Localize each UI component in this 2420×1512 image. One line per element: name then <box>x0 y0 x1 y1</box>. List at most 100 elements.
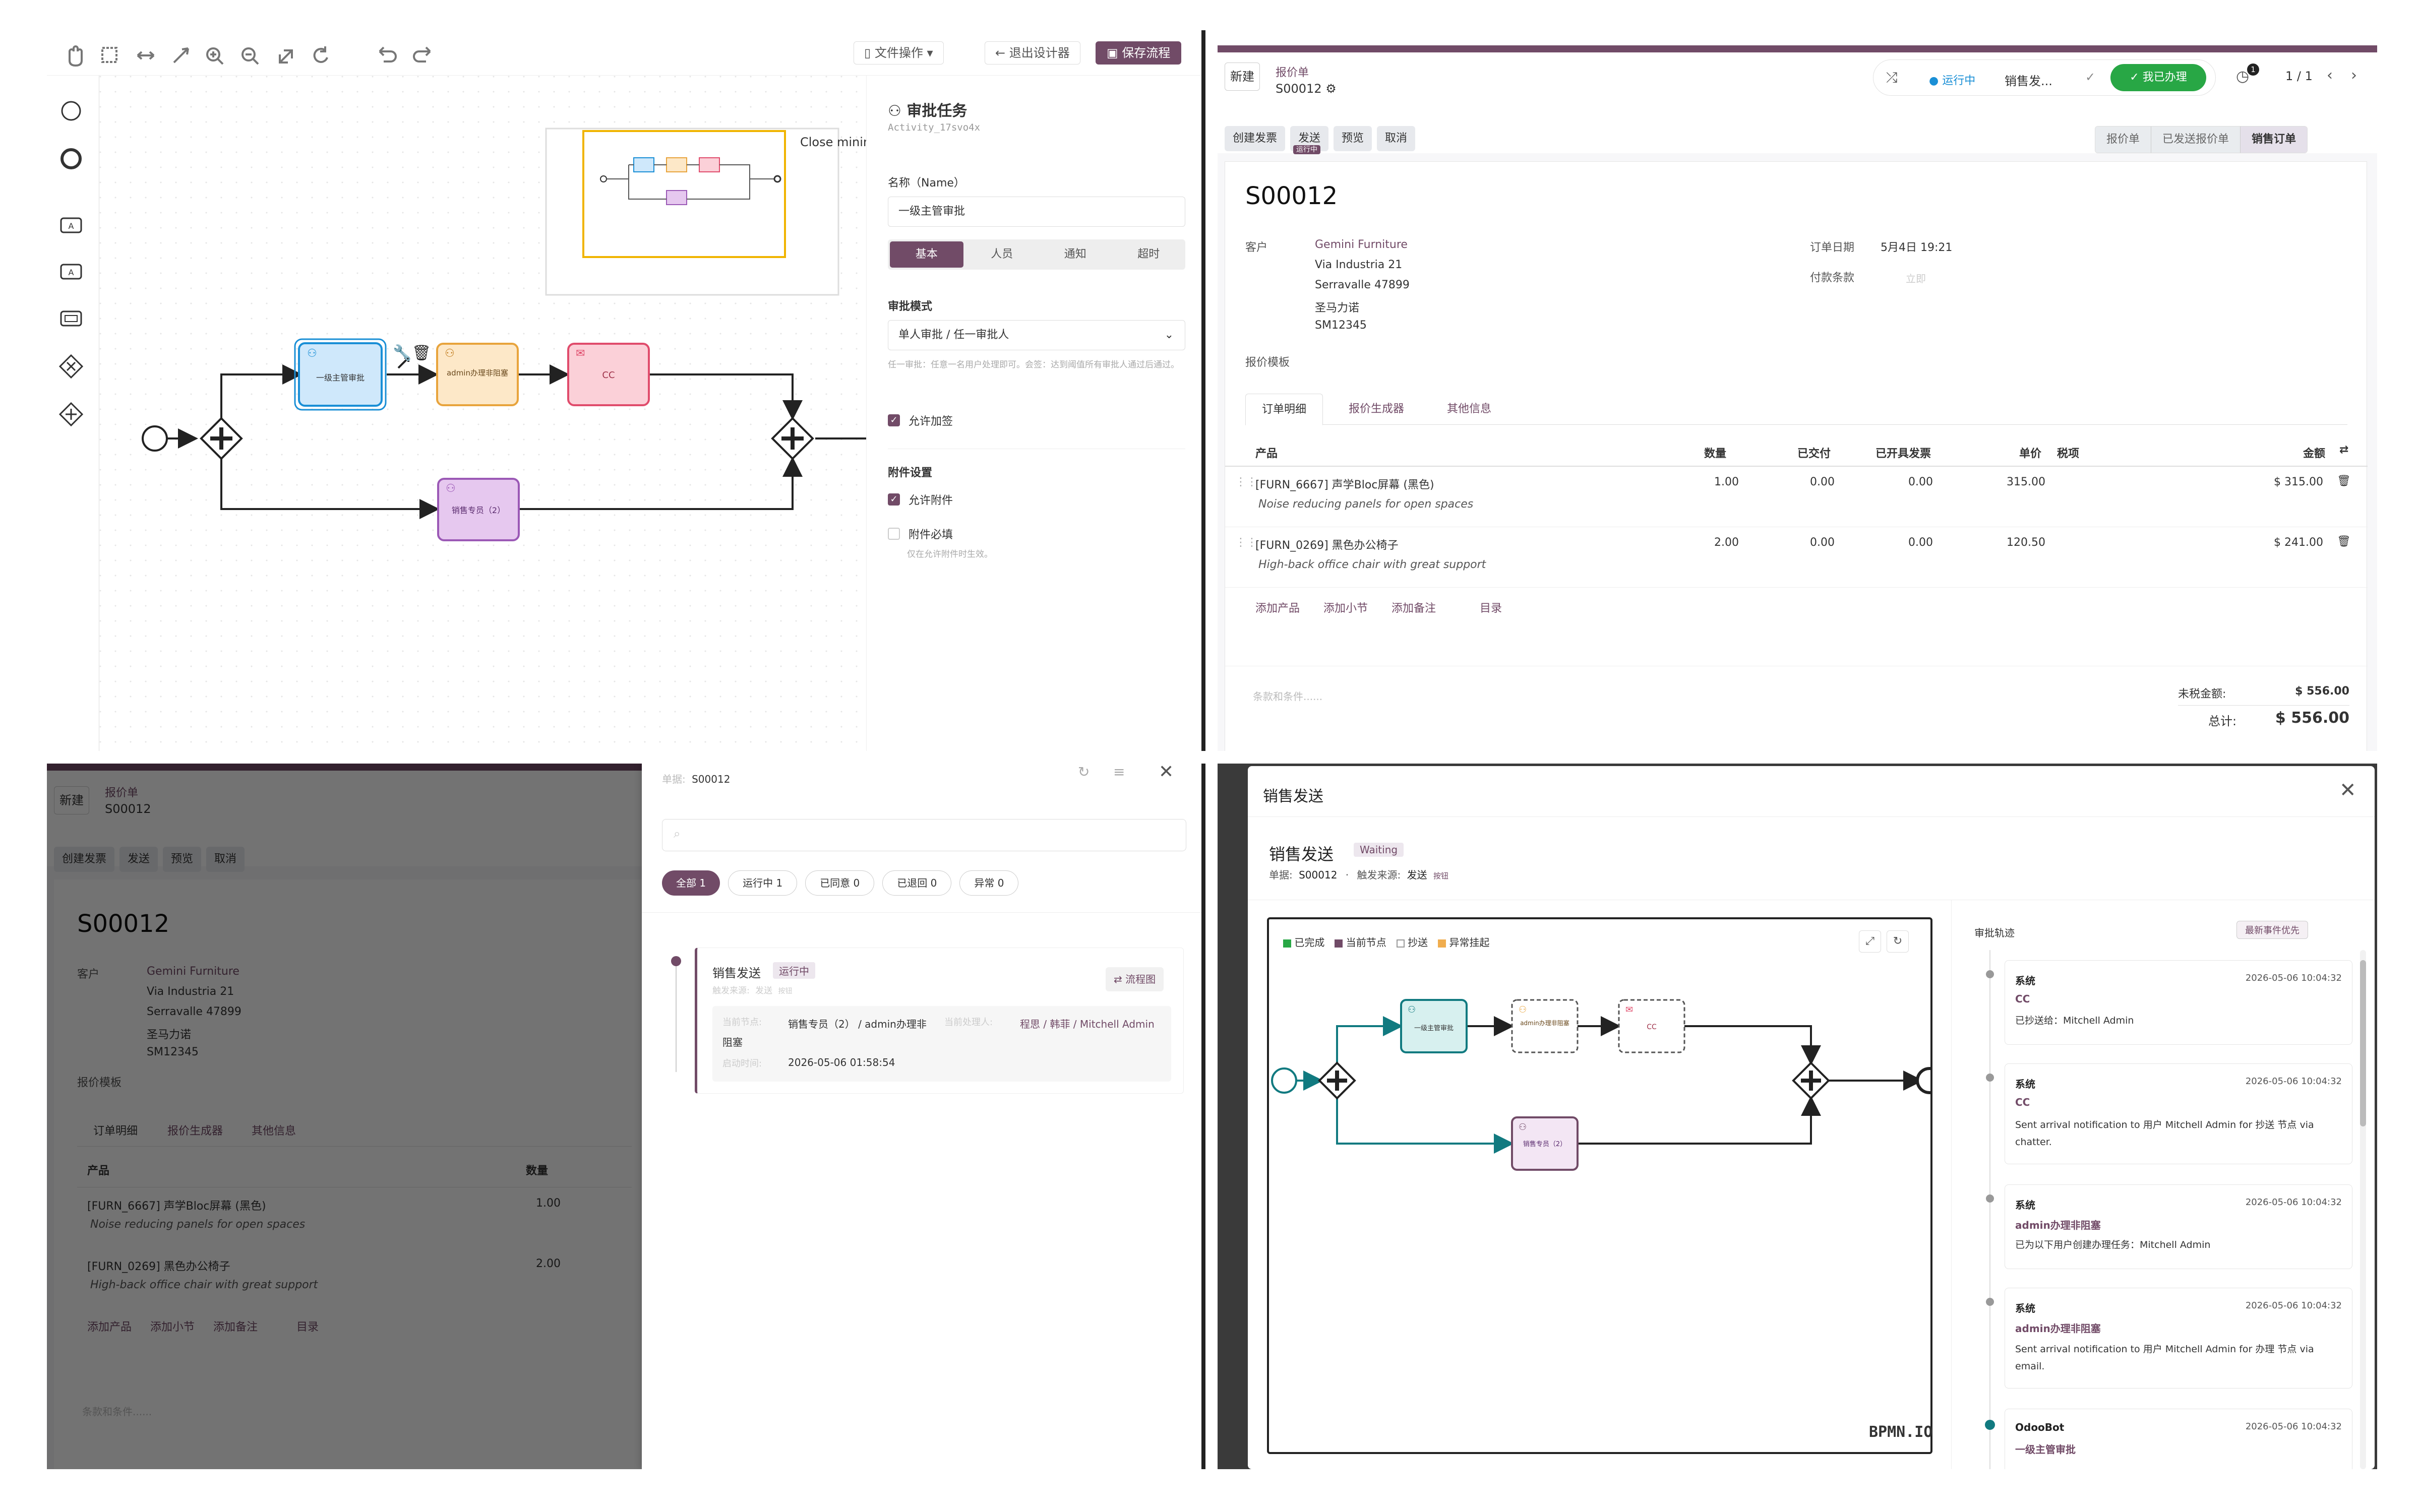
refresh-icon[interactable]: ↻ <box>1078 764 1090 780</box>
payment-value[interactable]: 立即 <box>1906 273 1926 285</box>
pager-next-button[interactable]: › <box>2351 67 2357 84</box>
cc-task-icon[interactable] <box>60 310 82 327</box>
reset-icon[interactable] <box>313 46 328 63</box>
task-approval[interactable]: ⚇ 一级主管审批 <box>294 338 387 411</box>
handled-button[interactable]: ✓ 我已办理 <box>2110 64 2206 91</box>
tab-basic[interactable]: 基本 <box>890 241 963 268</box>
start-event-icon[interactable] <box>61 101 81 121</box>
status-quotation-sent[interactable]: 已发送报价单 <box>2151 127 2241 153</box>
task-cc[interactable]: ✉ CC <box>567 343 650 406</box>
status-quotation[interactable]: 报价单 <box>2095 127 2151 153</box>
create-invoice-button[interactable]: 创建发票 <box>1225 126 1286 151</box>
save-process-button[interactable]: ▣ 保存流程 <box>1096 41 1182 65</box>
bpmn-canvas[interactable]: Close minimap ⚇ 一 <box>99 76 916 751</box>
hand-tool-icon[interactable] <box>69 45 83 67</box>
add-note-link[interactable]: 添加备注 <box>1392 602 1436 615</box>
zoom-out-icon[interactable] <box>241 47 259 65</box>
close-icon[interactable]: ✕ <box>2339 779 2356 802</box>
allow-add-checkbox[interactable]: ✓ <box>888 414 900 426</box>
bpmn-io-logo[interactable]: BPMN.IO <box>1869 1423 1933 1441</box>
search-input[interactable]: ⌕ <box>662 819 1186 851</box>
preview-button[interactable]: 预览 <box>1334 126 1372 151</box>
time-label: 启动时间: <box>722 1058 762 1069</box>
sales-send-label[interactable]: 销售发... <box>2005 74 2052 88</box>
trail-sort-button[interactable]: 最新事件优先 <box>2236 921 2308 939</box>
space-tool-icon[interactable] <box>137 51 155 60</box>
tab-timeout[interactable]: 超时 <box>1137 248 1160 261</box>
cancel-button[interactable]: 取消 <box>1377 126 1416 151</box>
mode-select[interactable]: 单人审批 / 任一审批人 ⌄ <box>888 320 1185 350</box>
menu-icon[interactable]: ≡ <box>1113 764 1125 780</box>
close-icon[interactable]: ✕ <box>1159 764 1174 782</box>
allow-attach-checkbox[interactable]: ✓ <box>888 493 900 506</box>
breadcrumb[interactable]: 报价单 <box>1276 67 1309 79</box>
undo-icon[interactable] <box>379 46 397 62</box>
trash-icon[interactable]: 🗑 <box>2337 475 2351 487</box>
exit-designer-button[interactable]: ← 退出设计器 <box>985 41 1080 65</box>
start-event[interactable] <box>142 425 168 452</box>
attach-required-checkbox[interactable] <box>888 528 900 540</box>
drag-handle-icon[interactable]: ⋮⋮ <box>1235 476 1257 488</box>
tab-notify[interactable]: 通知 <box>1064 248 1086 261</box>
line-qty: 1.00 <box>1714 476 1739 488</box>
user-task-icon[interactable]: A <box>60 217 82 233</box>
refresh-icon[interactable]: ↻ <box>1887 930 1909 953</box>
terms-input[interactable]: 条款和条件...... <box>1253 690 1323 703</box>
parallel-gateway-split[interactable] <box>200 417 243 460</box>
lasso-tool-icon[interactable] <box>101 47 117 63</box>
flow-item-card[interactable]: 销售发送 运行中 触发来源: 发送 按钮 ⇄ 流程图 当前节点: 销售专员（2）… <box>695 948 1184 1094</box>
diagram-button[interactable]: ⇄ 流程图 <box>1106 967 1164 991</box>
trash-icon[interactable]: 🗑 <box>2337 535 2351 548</box>
table-row[interactable]: ⋮⋮ [FURN_0269] 黑色办公椅子 High-back office c… <box>1225 527 2368 588</box>
customer-name[interactable]: Gemini Furniture <box>1315 238 1408 251</box>
runtime-task-sales-label: 销售专员（2） <box>1523 1140 1566 1148</box>
line-qty: 2.00 <box>1714 536 1739 549</box>
scrollbar-thumb[interactable] <box>2360 960 2366 1126</box>
service-task-icon[interactable]: A <box>60 264 82 280</box>
filter-approved[interactable]: 已同意 0 <box>805 870 875 896</box>
wrench-icon[interactable]: 🔧 <box>393 343 411 362</box>
status-sales-order[interactable]: 销售订单 <box>2240 127 2308 153</box>
tab-other-info[interactable]: 其他信息 <box>1447 403 1492 415</box>
parallel-gateway-join[interactable] <box>771 417 814 460</box>
new-button[interactable]: 新建 <box>1225 62 1260 91</box>
drag-handle-icon[interactable]: ⋮⋮ <box>1235 536 1257 549</box>
gear-icon[interactable]: ⚙ <box>1325 82 1337 96</box>
task-sales[interactable]: ⚇ 销售专员（2） <box>437 478 520 541</box>
filter-running[interactable]: 运行中 1 <box>728 870 798 896</box>
filter-exception[interactable]: 异常 0 <box>959 870 1019 896</box>
shuffle-icon[interactable]: ⤮ <box>1886 69 1898 86</box>
column-settings-icon[interactable]: ⇄ <box>2339 444 2349 456</box>
connect-tool-icon[interactable] <box>173 47 189 64</box>
activity-clock-icon[interactable]: ◷ <box>2236 68 2250 85</box>
task-admin[interactable]: ⚇ admin办理非阻塞 <box>436 343 519 406</box>
send-button[interactable]: 发送 运行中 <box>1290 126 1329 154</box>
add-section-link[interactable]: 添加小节 <box>1323 602 1368 615</box>
tab-order-lines[interactable]: 订单明细 <box>1245 394 1323 425</box>
tab-people[interactable]: 人员 <box>991 248 1013 261</box>
filter-returned[interactable]: 已退回 0 <box>882 870 952 896</box>
diagram-viewer[interactable]: 已完成 当前节点 抄送 异常挂起 ⤢ ↻ <box>1267 917 1932 1454</box>
minimap[interactable] <box>545 128 839 296</box>
redo-icon[interactable] <box>413 46 431 62</box>
trash-icon[interactable]: 🗑 <box>412 344 431 362</box>
catalog-link[interactable]: 目录 <box>1480 602 1502 615</box>
expand-icon[interactable]: ⤢ <box>1859 930 1881 953</box>
end-event-icon[interactable] <box>60 148 82 169</box>
pager-prev-button[interactable]: ‹ <box>2327 67 2333 84</box>
table-row[interactable]: ⋮⋮ [FURN_6667] 声学Bloc屏幕 (黑色) Noise reduc… <box>1225 467 2368 527</box>
order-date-value[interactable]: 5月4日 19:21 <box>1881 241 1953 254</box>
add-product-link[interactable]: 添加产品 <box>1255 602 1300 615</box>
line-delivered: 0.00 <box>1810 476 1835 488</box>
file-ops-button[interactable]: ▯ 文件操作 ▾ <box>854 41 944 65</box>
exclusive-gateway-icon[interactable] <box>58 354 84 379</box>
fit-view-icon[interactable] <box>279 49 293 64</box>
scrollbar[interactable] <box>2360 950 2366 1469</box>
parallel-gateway-icon[interactable] <box>58 402 84 427</box>
tab-quote-builder[interactable]: 报价生成器 <box>1349 403 1405 415</box>
allow-add-label: 允许加签 <box>909 415 953 428</box>
name-input[interactable]: 一级主管审批 <box>888 197 1185 227</box>
filter-all[interactable]: 全部 1 <box>662 870 720 896</box>
zoom-in-icon[interactable] <box>206 47 224 65</box>
trail-event_card: 系统 2026-05-06 10:04:32 admin办理非阻塞 已为以下用户… <box>2005 1184 2352 1269</box>
